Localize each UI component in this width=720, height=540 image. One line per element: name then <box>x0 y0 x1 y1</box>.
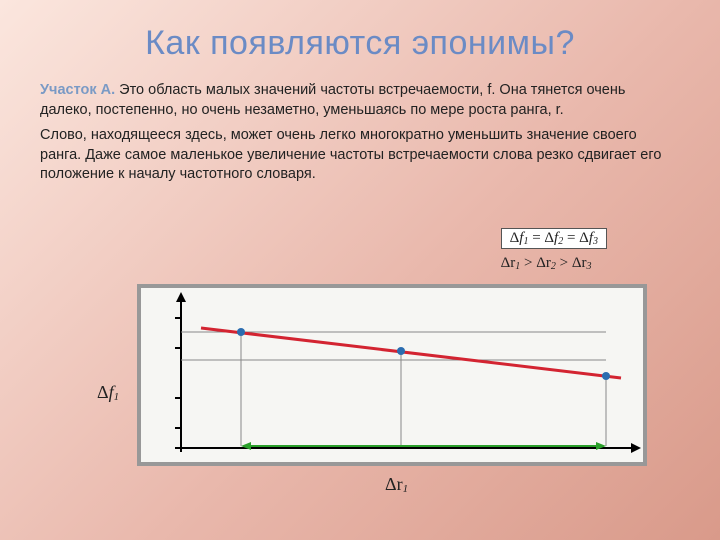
data-point-1 <box>237 328 245 336</box>
x-axis-arrow-icon <box>631 443 641 453</box>
delta-f1-label: Δf1 <box>97 382 119 403</box>
data-line <box>201 328 621 378</box>
data-point-3 <box>602 372 610 380</box>
paragraph-1: Участок А. Это область малых значений ча… <box>40 81 680 120</box>
slide-root: Как появляются эпонимы? Участок А. Это о… <box>0 0 720 540</box>
body-text: Участок А. Это область малых значений ча… <box>40 81 680 185</box>
paragraph-2: Слово, находящееся здесь, может очень ле… <box>40 126 680 185</box>
section-label: Участок А. <box>40 82 115 98</box>
delta-r1-label: Δr1 <box>385 474 408 495</box>
equations: Δf1 = Δf2 = Δf3 Δr1 > Δr2 > Δr3 <box>501 228 607 272</box>
chart-svg <box>141 288 643 462</box>
page-title: Как появляются эпонимы? <box>40 24 680 63</box>
data-point-2 <box>397 347 405 355</box>
equation-2: Δr1 > Δr2 > Δr3 <box>501 255 607 272</box>
equation-1: Δf1 = Δf2 = Δf3 <box>501 228 607 249</box>
figure-zone: Δf1 = Δf2 = Δf3 Δr1 > Δr2 > Δr3 Δf1 <box>95 228 655 508</box>
chart-box <box>137 284 647 466</box>
para1-text: Это область малых значений частоты встре… <box>40 82 625 118</box>
y-axis-arrow-icon <box>176 292 186 302</box>
